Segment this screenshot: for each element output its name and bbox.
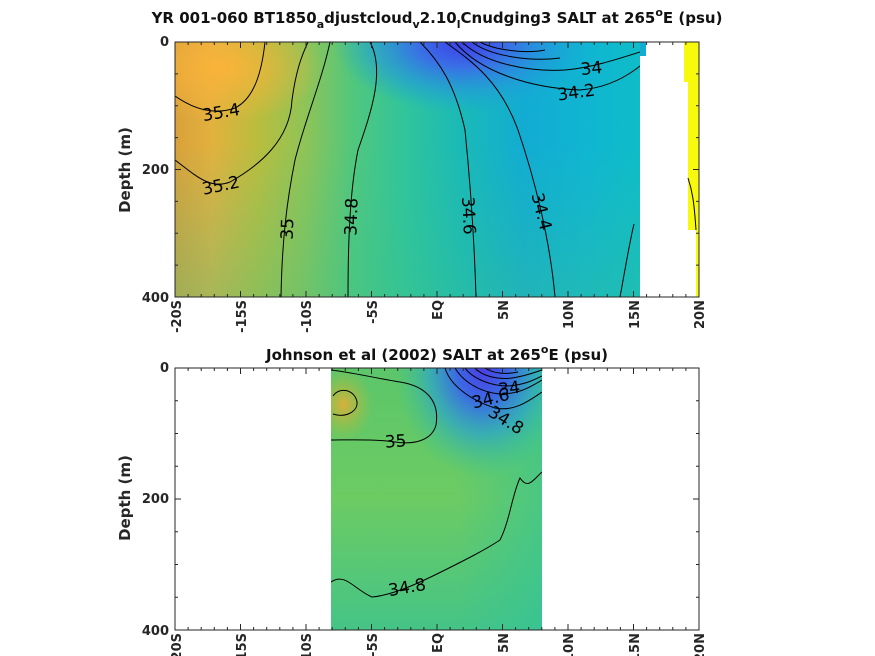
x-tick-label: 10N	[562, 300, 577, 329]
contour-34.8-surface	[444, 368, 542, 410]
contour-33.8	[471, 42, 561, 60]
bottom-salinity-field	[331, 368, 542, 630]
contour-label: 34.6	[457, 196, 479, 235]
x-tick-label: 20N	[693, 300, 708, 329]
bottom-contours	[331, 368, 542, 598]
contour-35.2	[175, 42, 309, 185]
x-tick-label: 20N	[693, 633, 708, 656]
x-tick-label: 5N	[497, 633, 512, 653]
x-tick-label: -15S	[235, 633, 250, 656]
x-tick-label: EQ	[431, 300, 446, 320]
y-tick-label: 400	[142, 291, 169, 306]
top-contours	[175, 42, 640, 297]
contour-deep-right	[619, 223, 635, 297]
contour-label: 35	[384, 431, 407, 452]
contour-35-hot	[332, 389, 358, 416]
y-tick-label: 400	[142, 624, 169, 639]
y-tick-label: 0	[160, 361, 169, 376]
contour-34	[461, 42, 640, 71]
contour-label: 34.8	[341, 198, 362, 237]
top-salinity-field	[175, 42, 640, 297]
contour-35.4	[175, 42, 266, 112]
x-tick-label: -5S	[366, 300, 381, 324]
contour-34.4	[444, 42, 556, 297]
top-title: YR 001-060 BT1850adjustcloudv2.10lCnudgi…	[151, 6, 723, 31]
x-tick-label: 15N	[628, 633, 643, 656]
contour-34.8-deep	[331, 471, 542, 598]
bottom-panel: Johnson et al (2002) SALT at 265oE (psu)…	[116, 343, 708, 656]
x-tick-label: EQ	[431, 633, 446, 653]
contour-34.2	[474, 368, 542, 379]
contour-34.4	[464, 368, 542, 387]
x-tick-label: -10S	[300, 300, 315, 333]
x-tick-label: -5S	[366, 633, 381, 656]
contour-33.6	[479, 42, 546, 53]
top-y-axis-label: Depth (m)	[116, 127, 134, 213]
contour-34.6	[454, 368, 542, 395]
contour-34.6	[419, 42, 477, 297]
x-tick-label: -15S	[235, 300, 250, 333]
top-side-strip	[684, 42, 699, 297]
contour-label: 34	[497, 378, 521, 401]
top-x-tick-labels: -20S -15S -10S -5S EQ 5N 10N 15N 20N	[170, 300, 708, 333]
x-tick-label: -20S	[170, 633, 185, 656]
x-tick-label: 10N	[562, 633, 577, 656]
contour-35	[280, 42, 331, 297]
x-tick-label: 15N	[628, 300, 643, 329]
bottom-title: Johnson et al (2002) SALT at 265oE (psu)	[265, 343, 608, 364]
strip-contour	[687, 177, 697, 231]
y-tick-label: 0	[160, 35, 169, 50]
contour-label: 35	[278, 218, 299, 240]
bottom-ticks	[174, 367, 700, 631]
top-panel: YR 001-060 BT1850adjustcloudv2.10lCnudgi…	[116, 6, 722, 333]
bottom-x-tick-labels: -20S -15S -10S -5S EQ 5N 10N 15N 20N	[170, 633, 708, 656]
contour-label: 34	[580, 58, 604, 80]
top-field-edge	[640, 42, 646, 56]
contour-34.2	[454, 42, 640, 91]
contour-34	[484, 368, 519, 374]
top-ticks	[174, 41, 700, 298]
y-tick-label: 200	[142, 163, 169, 178]
x-tick-label: -20S	[170, 300, 185, 333]
contour-35-upper	[331, 369, 438, 444]
y-tick-label: 200	[142, 492, 169, 507]
x-tick-label: 5N	[497, 300, 512, 320]
contour-34.8	[347, 42, 378, 297]
bottom-y-axis-label: Depth (m)	[116, 455, 134, 541]
x-tick-label: -10S	[300, 633, 315, 656]
